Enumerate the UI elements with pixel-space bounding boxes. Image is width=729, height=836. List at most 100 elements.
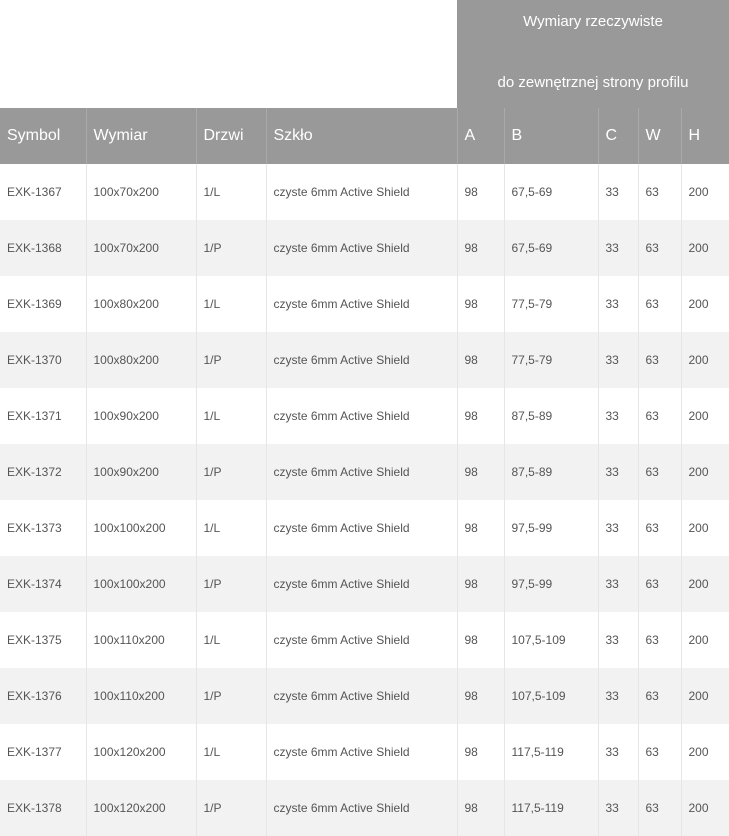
cell-w: 63 [637,444,681,500]
column-header-drzwi: Drzwi [195,108,266,164]
cell-h: 200 [680,612,729,668]
cell-wymiar: 100x90x200 [85,388,196,444]
cell-h: 200 [680,332,729,388]
cell-szkło: czyste 6mm Active Shield [265,220,457,276]
cell-symbol: EXK-1371 [0,388,86,444]
cell-wymiar: 100x70x200 [85,164,196,220]
cell-c: 33 [597,164,638,220]
cell-b: 117,5-119 [503,780,598,836]
cell-a: 98 [456,388,504,444]
cell-szkło: czyste 6mm Active Shield [265,164,457,220]
cell-a: 98 [456,780,504,836]
group-header-line2: do zewnętrznej strony profilu [497,74,689,91]
cell-c: 33 [597,780,638,836]
cell-a: 98 [456,668,504,724]
cell-h: 200 [680,556,729,612]
cell-szkło: czyste 6mm Active Shield [265,668,457,724]
cell-wymiar: 100x120x200 [85,724,196,780]
cell-c: 33 [597,444,638,500]
column-header-wymiar: Wymiar [85,108,196,164]
cell-drzwi: 1/P [195,556,266,612]
cell-wymiar: 100x120x200 [85,780,196,836]
cell-symbol: EXK-1377 [0,724,86,780]
cell-c: 33 [597,724,638,780]
cell-symbol: EXK-1370 [0,332,86,388]
cell-c: 33 [597,276,638,332]
cell-w: 63 [637,500,681,556]
cell-c: 33 [597,500,638,556]
cell-b: 97,5-99 [503,500,598,556]
cell-h: 200 [680,220,729,276]
column-header-h: H [680,108,729,164]
cell-symbol: EXK-1367 [0,164,86,220]
cell-drzwi: 1/L [195,388,266,444]
cell-b: 87,5-89 [503,388,598,444]
cell-b: 67,5-69 [503,164,598,220]
cell-symbol: EXK-1369 [0,276,86,332]
cell-wymiar: 100x80x200 [85,276,196,332]
cell-c: 33 [597,668,638,724]
cell-drzwi: 1/P [195,332,266,388]
cell-c: 33 [597,556,638,612]
cell-szkło: czyste 6mm Active Shield [265,444,457,500]
cell-drzwi: 1/L [195,276,266,332]
cell-symbol: EXK-1372 [0,444,86,500]
table-row: EXK-1372 100x90x200 1/P czyste 6mm Active S… [0,444,729,500]
column-header-a: A [456,108,504,164]
cell-h: 200 [680,444,729,500]
cell-symbol: EXK-1376 [0,668,86,724]
column-header-symbol: Symbol [0,108,86,164]
cell-a: 98 [456,556,504,612]
cell-szkło: czyste 6mm Active Shield [265,332,457,388]
table-row: EXK-1376 100x110x200 1/P czyste 6mm Active … [0,668,729,724]
table-row: EXK-1371 100x90x200 1/L czyste 6mm Active S… [0,388,729,444]
table-row: EXK-1374 100x100x200 1/P czyste 6mm Active … [0,556,729,612]
cell-drzwi: 1/P [195,444,266,500]
table-row: EXK-1373 100x100x200 1/L czyste 6mm Active … [0,500,729,556]
cell-c: 33 [597,388,638,444]
cell-szkło: czyste 6mm Active Shield [265,276,457,332]
cell-drzwi: 1/P [195,220,266,276]
cell-drzwi: 1/L [195,500,266,556]
cell-h: 200 [680,164,729,220]
cell-w: 63 [637,724,681,780]
cell-szkło: czyste 6mm Active Shield [265,780,457,836]
cell-symbol: EXK-1368 [0,220,86,276]
cell-a: 98 [456,276,504,332]
cell-symbol: EXK-1375 [0,612,86,668]
cell-wymiar: 100x70x200 [85,220,196,276]
cell-w: 63 [637,668,681,724]
column-header-w: W [637,108,681,164]
cell-szkło: czyste 6mm Active Shield [265,556,457,612]
table-row: EXK-1375 100x110x200 1/L czyste 6mm Active … [0,612,729,668]
cell-w: 63 [637,388,681,444]
cell-drzwi: 1/P [195,780,266,836]
cell-h: 200 [680,724,729,780]
cell-drzwi: 1/P [195,668,266,724]
cell-szkło: czyste 6mm Active Shield [265,388,457,444]
cell-h: 200 [680,668,729,724]
cell-symbol: EXK-1378 [0,780,86,836]
cell-w: 63 [637,612,681,668]
cell-b: 77,5-79 [503,276,598,332]
cell-c: 33 [597,332,638,388]
header-row: Symbol Wymiar Drzwi Szkło A B C W H [0,108,729,164]
cell-b: 107,5-109 [503,668,598,724]
cell-b: 107,5-109 [503,612,598,668]
cell-symbol: EXK-1374 [0,556,86,612]
cell-a: 98 [456,612,504,668]
cell-drzwi: 1/L [195,724,266,780]
cell-wymiar: 100x110x200 [85,668,196,724]
group-header-line1: Wymiary rzeczywiste [523,13,663,30]
cell-drzwi: 1/L [195,164,266,220]
cell-wymiar: 100x80x200 [85,332,196,388]
cell-a: 98 [456,444,504,500]
table-row: EXK-1367 100x70x200 1/L czyste 6mm Active S… [0,164,729,220]
cell-wymiar: 100x100x200 [85,556,196,612]
group-header-actual-dimensions: Wymiary rzeczywiste do zewnętrznej stron… [457,0,729,108]
cell-w: 63 [637,780,681,836]
cell-c: 33 [597,220,638,276]
dimensions-table: Symbol Wymiar Drzwi Szkło A B C W H EXK-1367 100x… [0,108,729,836]
column-header-c: C [597,108,638,164]
table-row: EXK-1377 100x120x200 1/L czyste 6mm Active … [0,724,729,780]
